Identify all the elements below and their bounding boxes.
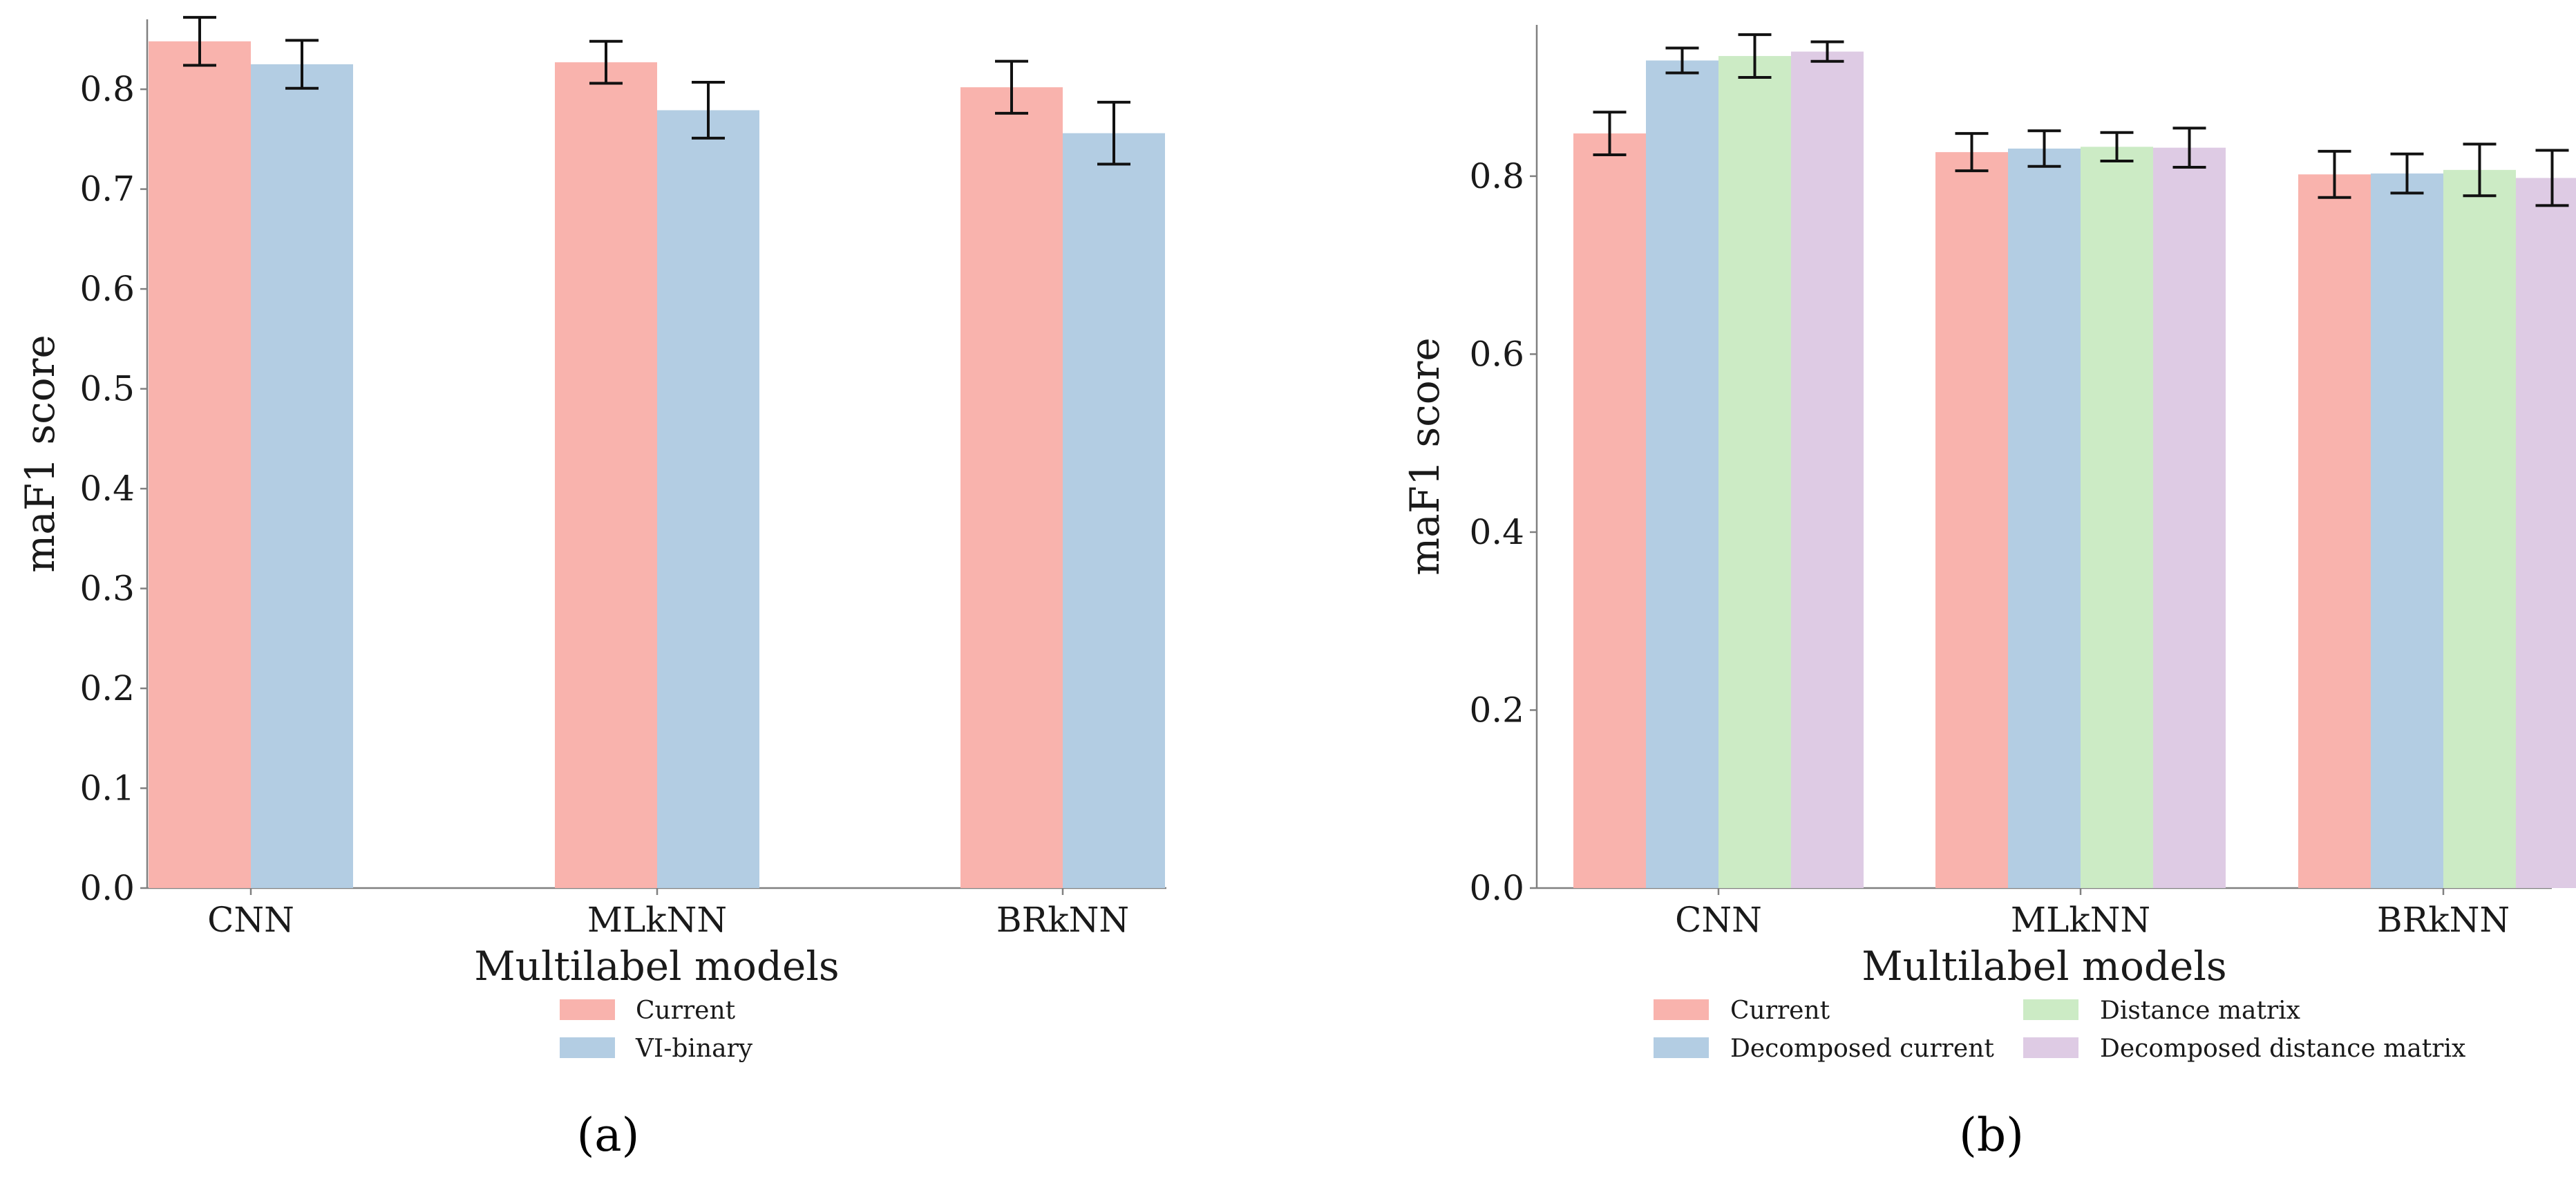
y-tick-label: 0.0 bbox=[79, 868, 135, 908]
legend-label: Current bbox=[636, 997, 736, 1025]
legend-label: Decomposed current bbox=[1730, 1035, 1994, 1063]
bar-decomposed-distance-matrix bbox=[2153, 147, 2226, 889]
bar-decomposed-distance-matrix bbox=[2516, 178, 2576, 888]
y-tick-label: 0.4 bbox=[1469, 512, 1524, 552]
legend-swatch bbox=[1654, 999, 1709, 1020]
bar-decomposed-distance-matrix bbox=[1791, 51, 1864, 888]
y-tick-label: 0.6 bbox=[1469, 334, 1524, 374]
x-tick-label: BRkNN bbox=[2377, 900, 2510, 940]
bar-current bbox=[2298, 174, 2371, 888]
y-tick-label: 0.7 bbox=[79, 169, 135, 209]
y-tick-label: 0.2 bbox=[1469, 690, 1524, 730]
y-tick-label: 0.8 bbox=[79, 69, 135, 109]
x-tick-label: CNN bbox=[207, 900, 294, 940]
bar-current bbox=[1935, 152, 2008, 889]
x-tick-label: BRkNN bbox=[996, 900, 1129, 940]
bar-distance-matrix bbox=[2081, 147, 2153, 888]
legend-label: Decomposed distance matrix bbox=[2100, 1035, 2465, 1063]
x-tick-label: MLkNN bbox=[2011, 900, 2150, 940]
bar-decomposed-current bbox=[2371, 173, 2443, 888]
y-tick-label: 0.2 bbox=[79, 668, 135, 708]
bar-current bbox=[960, 87, 1063, 888]
bar-vi-binary bbox=[657, 110, 759, 889]
x-tick-label: CNN bbox=[1675, 900, 1762, 940]
y-axis-label: maF1 score bbox=[17, 334, 64, 572]
x-axis-label: Multilabel models bbox=[1862, 943, 2226, 990]
chart-b: 0.0 0.2 0.4 0.6 0.8 CNN MLkNN BRkNN Multilabel m… bbox=[1401, 25, 2576, 1162]
bar-decomposed-current bbox=[1646, 60, 1718, 889]
y-tick-label: 0.3 bbox=[79, 569, 135, 609]
legend-swatch bbox=[2023, 999, 2078, 1020]
panel-label: (a) bbox=[577, 1109, 640, 1162]
bar-vi-binary bbox=[1063, 133, 1165, 889]
y-axis-label: maF1 score bbox=[1401, 337, 1448, 575]
legend-swatch bbox=[1654, 1037, 1709, 1058]
legend-swatch bbox=[2023, 1037, 2078, 1058]
bar-distance-matrix bbox=[1718, 56, 1791, 888]
x-tick-label: MLkNN bbox=[587, 900, 727, 940]
y-tick-label: 0.5 bbox=[79, 369, 135, 409]
bar-distance-matrix bbox=[2443, 169, 2516, 888]
panel-label: (b) bbox=[1959, 1109, 2024, 1162]
bar-current bbox=[149, 41, 251, 888]
y-tick-label: 0.6 bbox=[79, 269, 135, 309]
y-tick-label: 0.0 bbox=[1469, 868, 1524, 908]
x-axis-label: Multilabel models bbox=[474, 943, 839, 990]
y-tick-label: 0.1 bbox=[79, 769, 135, 809]
legend-swatch bbox=[560, 999, 615, 1020]
y-tick-label: 0.8 bbox=[1469, 156, 1524, 196]
chart-a: 0.0 0.1 0.2 0.3 0.4 0.5 0.6 0.7 0.8 CNN MLkNN BRkNN… bbox=[17, 16, 1166, 1162]
bar-current bbox=[1573, 133, 1646, 889]
legend-label: VI-binary bbox=[635, 1035, 753, 1063]
legend-swatch bbox=[560, 1037, 615, 1058]
bar-decomposed-current bbox=[2008, 148, 2081, 888]
y-tick-label: 0.4 bbox=[79, 469, 135, 509]
legend-label: Distance matrix bbox=[2100, 997, 2300, 1025]
bar-vi-binary bbox=[251, 64, 353, 889]
bar-current bbox=[555, 62, 657, 889]
legend-label: Current bbox=[1730, 997, 1830, 1025]
